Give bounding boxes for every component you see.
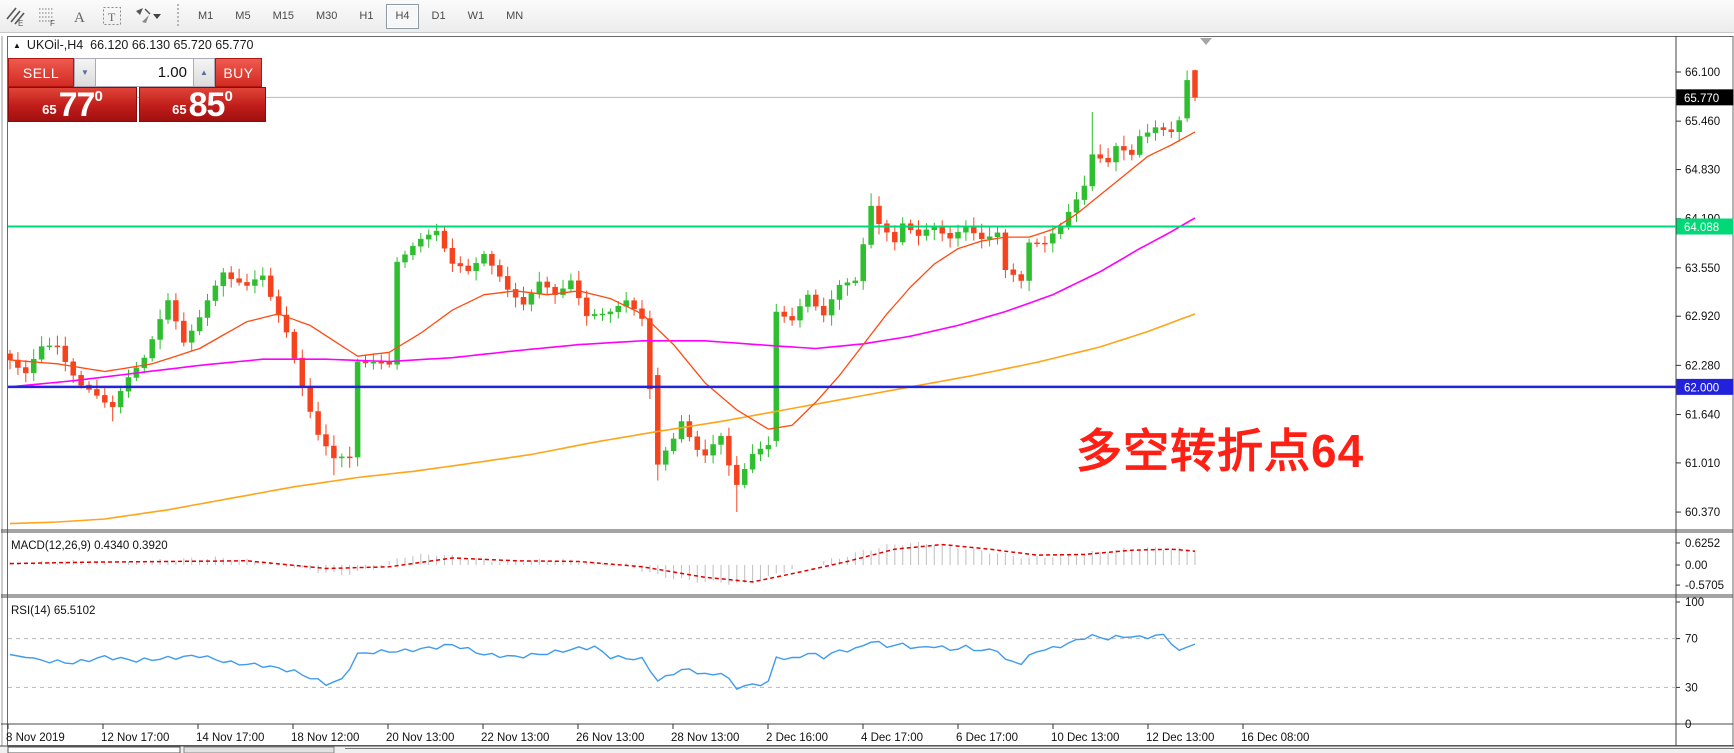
timeframe-button-mn[interactable]: MN bbox=[506, 10, 524, 22]
svg-text:8 Nov 2019: 8 Nov 2019 bbox=[6, 732, 65, 744]
svg-text:2 Dec 16:00: 2 Dec 16:00 bbox=[766, 732, 828, 744]
chart-annotation: 多空转折点64 bbox=[1076, 425, 1365, 477]
text-a-icon[interactable]: A bbox=[67, 3, 93, 29]
timeframe-button-h4[interactable]: H4 bbox=[386, 3, 419, 29]
svg-text:16 Dec 08:00: 16 Dec 08:00 bbox=[1241, 732, 1309, 744]
date-axis: 8 Nov 2019 12 Nov 17:00 14 Nov 17:00 18 Nov… bbox=[6, 724, 1309, 744]
right-shift-marker-icon bbox=[1200, 38, 1212, 45]
svg-text:0.6252: 0.6252 bbox=[1685, 538, 1720, 550]
svg-text:12 Nov 17:00: 12 Nov 17:00 bbox=[101, 732, 169, 744]
svg-text:12 Dec 13:00: 12 Dec 13:00 bbox=[1146, 732, 1214, 744]
svg-text:20 Nov 13:00: 20 Nov 13:00 bbox=[386, 732, 454, 744]
label-t-icon[interactable]: T bbox=[99, 3, 125, 29]
chart-title: ▲ UKOil-,H4 66.120 66.130 65.720 65.770 bbox=[13, 38, 253, 52]
sell-price-big: 77 bbox=[58, 86, 96, 124]
volume-decrease-button[interactable]: ▼ bbox=[74, 58, 96, 87]
svg-text:28 Nov 13:00: 28 Nov 13:00 bbox=[671, 732, 739, 744]
svg-text:26 Nov 13:00: 26 Nov 13:00 bbox=[576, 732, 644, 744]
svg-text:61.010: 61.010 bbox=[1685, 458, 1720, 470]
sell-button[interactable]: SELL bbox=[8, 58, 74, 87]
svg-text:66.100: 66.100 bbox=[1685, 67, 1720, 79]
rsi-levels bbox=[8, 638, 1676, 688]
chart-tab[interactable] bbox=[7, 746, 181, 753]
svg-text:30: 30 bbox=[1685, 682, 1698, 694]
svg-text:62.280: 62.280 bbox=[1685, 360, 1720, 372]
svg-text:65.460: 65.460 bbox=[1685, 116, 1720, 128]
price-axis: 66.10065.46064.83064.19063.55062.92062.2… bbox=[1676, 67, 1724, 731]
sell-price-display[interactable]: 65 77 0 bbox=[8, 87, 137, 122]
chart-title-text: UKOil-,H4 66.120 66.130 65.720 65.770 bbox=[26, 38, 254, 52]
chart-tab[interactable] bbox=[183, 746, 335, 753]
symbol-triangle-icon: ▲ bbox=[13, 40, 21, 50]
macd-pane bbox=[9, 541, 1196, 585]
timeframe-button-d1[interactable]: D1 bbox=[431, 10, 446, 22]
horizontal-lines bbox=[8, 225, 1676, 389]
svg-text:60.370: 60.370 bbox=[1685, 507, 1720, 519]
pattern-hatch-e-icon[interactable]: E bbox=[3, 3, 29, 29]
svg-text:70: 70 bbox=[1685, 634, 1698, 646]
pane-separators bbox=[0, 529, 1734, 747]
price-badges: 65.770 64.088 62.000 bbox=[1676, 89, 1734, 395]
toolbar-separator bbox=[176, 4, 181, 28]
svg-text:62.000: 62.000 bbox=[1684, 382, 1719, 394]
svg-text:61.640: 61.640 bbox=[1685, 410, 1720, 422]
timeframe-button-h1[interactable]: H1 bbox=[359, 10, 374, 22]
timeframe-group: M1 M5 M15 M30 H1 H4 D1 W1 MN bbox=[187, 3, 534, 29]
svg-text:14 Nov 17:00: 14 Nov 17:00 bbox=[196, 732, 264, 744]
moving-averages bbox=[9, 131, 1196, 525]
chart-area: MACD(12,26,9) 0.4340 0.3920 RSI(14) 65.51… bbox=[0, 33, 1734, 753]
timeframe-button-m5[interactable]: M5 bbox=[235, 10, 251, 22]
timeframe-button-w1[interactable]: W1 bbox=[467, 10, 485, 22]
timeframe-button-m1[interactable]: M1 bbox=[198, 10, 214, 22]
price-badge bbox=[1676, 378, 1734, 395]
toolbar: E F A T M1 M5 M15 M30 H1 H4 D1 W1 MN bbox=[0, 0, 1734, 33]
timeframe-button-m15[interactable]: M15 bbox=[272, 10, 294, 22]
order-panel: SELL ▼ ▲ BUY 65 77 0 65 85 0 bbox=[8, 58, 266, 122]
svg-text:64.830: 64.830 bbox=[1685, 165, 1720, 177]
svg-text:4 Dec 17:00: 4 Dec 17:00 bbox=[861, 732, 923, 744]
rsi-label: RSI(14) 65.5102 bbox=[11, 605, 95, 617]
buy-price-big: 85 bbox=[188, 86, 226, 124]
svg-text:T: T bbox=[108, 10, 116, 24]
svg-text:63.550: 63.550 bbox=[1685, 263, 1720, 275]
price-chart: MACD(12,26,9) 0.4340 0.3920 RSI(14) 65.51… bbox=[0, 36, 1734, 753]
arrow-objects-icon[interactable] bbox=[131, 3, 163, 29]
rsi-pane bbox=[9, 633, 1196, 690]
volume-input[interactable] bbox=[96, 58, 193, 87]
svg-text:0: 0 bbox=[1685, 719, 1691, 731]
svg-text:10 Dec 13:00: 10 Dec 13:00 bbox=[1051, 732, 1119, 744]
price-badge bbox=[1676, 89, 1734, 106]
svg-text:6 Dec 17:00: 6 Dec 17:00 bbox=[956, 732, 1018, 744]
chart-tab-strip bbox=[0, 746, 1734, 753]
buy-price-small: 65 bbox=[172, 102, 187, 117]
svg-text:100: 100 bbox=[1685, 597, 1704, 609]
timeframe-button-m30[interactable]: M30 bbox=[315, 10, 338, 22]
sell-price-small: 65 bbox=[42, 102, 57, 117]
svg-text:62.920: 62.920 bbox=[1685, 311, 1720, 323]
svg-text:A: A bbox=[74, 10, 85, 26]
chart-frame bbox=[1, 36, 1734, 753]
svg-text:-0.5705: -0.5705 bbox=[1685, 580, 1724, 592]
svg-text:E: E bbox=[18, 19, 23, 27]
price-badge bbox=[1676, 218, 1734, 235]
buy-price-sup: 0 bbox=[224, 88, 233, 105]
macd-label: MACD(12,26,9) 0.4340 0.3920 bbox=[11, 540, 168, 552]
svg-text:18 Nov 12:00: 18 Nov 12:00 bbox=[291, 732, 359, 744]
svg-text:MACD(12,26,9) 0.4340 0.3920: MACD(12,26,9) 0.4340 0.3920 bbox=[11, 540, 168, 552]
volume-increase-button[interactable]: ▲ bbox=[193, 58, 215, 87]
svg-text:22 Nov 13:00: 22 Nov 13:00 bbox=[481, 732, 549, 744]
grid-f-icon[interactable]: F bbox=[35, 3, 61, 29]
svg-text:64.088: 64.088 bbox=[1684, 222, 1719, 234]
svg-text:F: F bbox=[50, 19, 55, 27]
sell-price-sup: 0 bbox=[94, 88, 103, 105]
svg-text:65.770: 65.770 bbox=[1684, 93, 1719, 105]
svg-text:RSI(14) 65.5102: RSI(14) 65.5102 bbox=[11, 605, 95, 617]
svg-text:0.00: 0.00 bbox=[1685, 560, 1707, 572]
buy-price-display[interactable]: 65 85 0 bbox=[139, 87, 266, 122]
buy-button[interactable]: BUY bbox=[215, 58, 262, 87]
markers bbox=[1200, 38, 1212, 45]
